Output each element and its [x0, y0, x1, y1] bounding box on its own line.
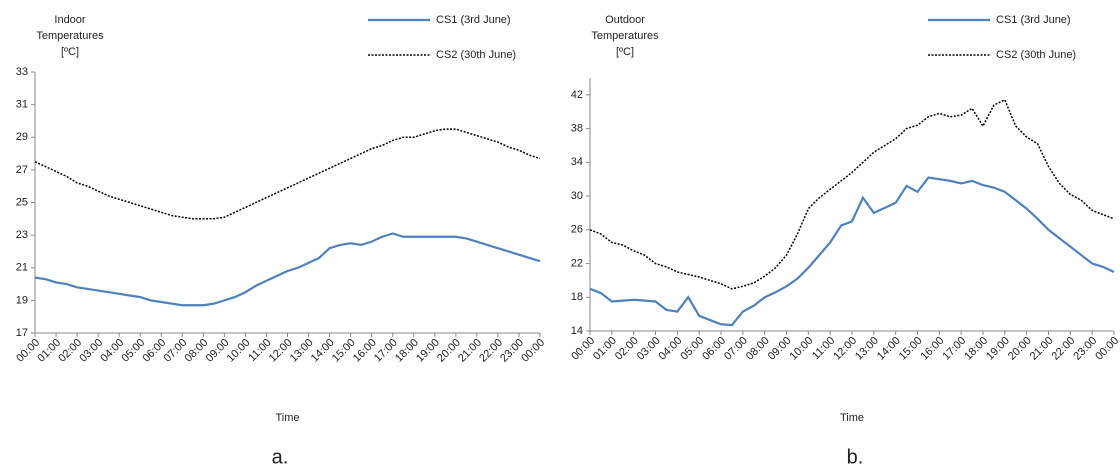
x-tick-label: 17:00	[372, 337, 400, 365]
x-tick-label: 01:00	[591, 335, 619, 363]
y-tick-label: 21	[16, 262, 28, 274]
y-tick-label: 25	[16, 196, 28, 208]
series-line	[589, 98, 1115, 290]
y-tick-label: 31	[16, 99, 28, 111]
x-tick-label: 15:00	[330, 337, 358, 365]
y-tick-label: 34	[571, 156, 583, 168]
x-tick-label: 22:00	[477, 337, 505, 365]
x-tick-label: 00:00	[1093, 335, 1120, 363]
x-tick-label: 23:00	[1071, 335, 1099, 363]
x-tick-label: 09:00	[204, 337, 232, 365]
x-tick-label: 00:00	[519, 337, 547, 365]
x-tick-label: 18:00	[393, 337, 421, 365]
x-tick-label: 04:00	[657, 335, 685, 363]
y-axis-label: [ºC]	[616, 46, 634, 58]
x-tick-label: 12:00	[267, 337, 295, 365]
y-tick-label: 30	[571, 190, 583, 202]
x-tick-label: 21:00	[456, 337, 484, 365]
x-tick-label: 19:00	[984, 335, 1012, 363]
x-tick-label: 18:00	[962, 335, 990, 363]
x-tick-label: 16:00	[919, 335, 947, 363]
x-tick-label: 10:00	[225, 337, 253, 365]
y-tick-label: 22	[571, 257, 583, 269]
x-tick-label: 07:00	[162, 337, 190, 365]
y-axis-label: Temperatures	[591, 30, 659, 42]
y-tick-label: 27	[16, 164, 28, 176]
y-tick-label: 42	[571, 89, 583, 101]
x-tick-label: 11:00	[810, 335, 837, 362]
x-tick-label: 08:00	[183, 337, 211, 365]
legend-label: CS2 (30th June)	[436, 49, 516, 61]
y-axis-label: [ºC]	[61, 46, 79, 58]
x-tick-label: 06:00	[700, 335, 728, 363]
x-tick-label: 20:00	[435, 337, 463, 365]
series-line	[589, 176, 1115, 327]
y-tick-label: 23	[16, 229, 28, 241]
x-tick-label: 03:00	[77, 337, 105, 365]
x-tick-label: 19:00	[414, 337, 442, 365]
x-tick-label: 21:00	[1028, 335, 1056, 363]
x-axis-label: Time	[275, 412, 299, 424]
x-tick-label: 00:00	[569, 335, 597, 363]
x-tick-label: 10:00	[788, 335, 816, 363]
x-tick-label: 12:00	[831, 335, 859, 363]
y-axis-label: Outdoor	[605, 14, 645, 26]
legend-label: CS1 (3rd June)	[996, 14, 1071, 26]
caption: b.	[847, 446, 864, 468]
x-tick-label: 14:00	[309, 337, 337, 365]
x-tick-label: 05:00	[119, 337, 147, 365]
x-tick-label: 07:00	[722, 335, 750, 363]
x-tick-label: 02:00	[613, 335, 641, 363]
x-tick-label: 04:00	[98, 337, 126, 365]
legend-label: CS2 (30th June)	[996, 49, 1076, 61]
x-tick-label: 13:00	[288, 337, 316, 365]
x-tick-label: 08:00	[744, 335, 772, 363]
x-tick-label: 16:00	[351, 337, 379, 365]
legend-label: CS1 (3rd June)	[436, 14, 511, 26]
y-axis-label: Indoor	[54, 14, 86, 26]
series-line	[34, 128, 541, 220]
x-tick-label: 01:00	[35, 337, 63, 365]
x-tick-label: 20:00	[1006, 335, 1034, 363]
y-tick-label: 18	[571, 291, 583, 303]
y-tick-label: 26	[571, 224, 583, 236]
series-line	[34, 232, 541, 307]
y-tick-label: 29	[16, 131, 28, 143]
x-tick-label: 00:00	[14, 337, 42, 365]
x-tick-label: 14:00	[875, 335, 903, 363]
x-tick-label: 05:00	[678, 335, 706, 363]
x-tick-label: 13:00	[853, 335, 881, 363]
x-tick-label: 03:00	[635, 335, 663, 363]
y-tick-label: 17	[16, 327, 28, 339]
x-tick-label: 02:00	[56, 337, 84, 365]
x-tick-label: 09:00	[766, 335, 794, 363]
x-tick-label: 06:00	[140, 337, 168, 365]
x-axis-label: Time	[840, 412, 864, 424]
x-tick-label: 22:00	[1050, 335, 1078, 363]
y-tick-label: 33	[16, 66, 28, 78]
y-tick-label: 19	[16, 294, 28, 306]
y-tick-label: 14	[571, 325, 583, 337]
caption: a.	[272, 446, 289, 468]
y-axis-label: Temperatures	[36, 30, 104, 42]
x-tick-label: 17:00	[940, 335, 968, 363]
x-tick-label: 23:00	[498, 337, 526, 365]
y-tick-label: 38	[571, 123, 583, 135]
x-tick-label: 15:00	[897, 335, 925, 363]
